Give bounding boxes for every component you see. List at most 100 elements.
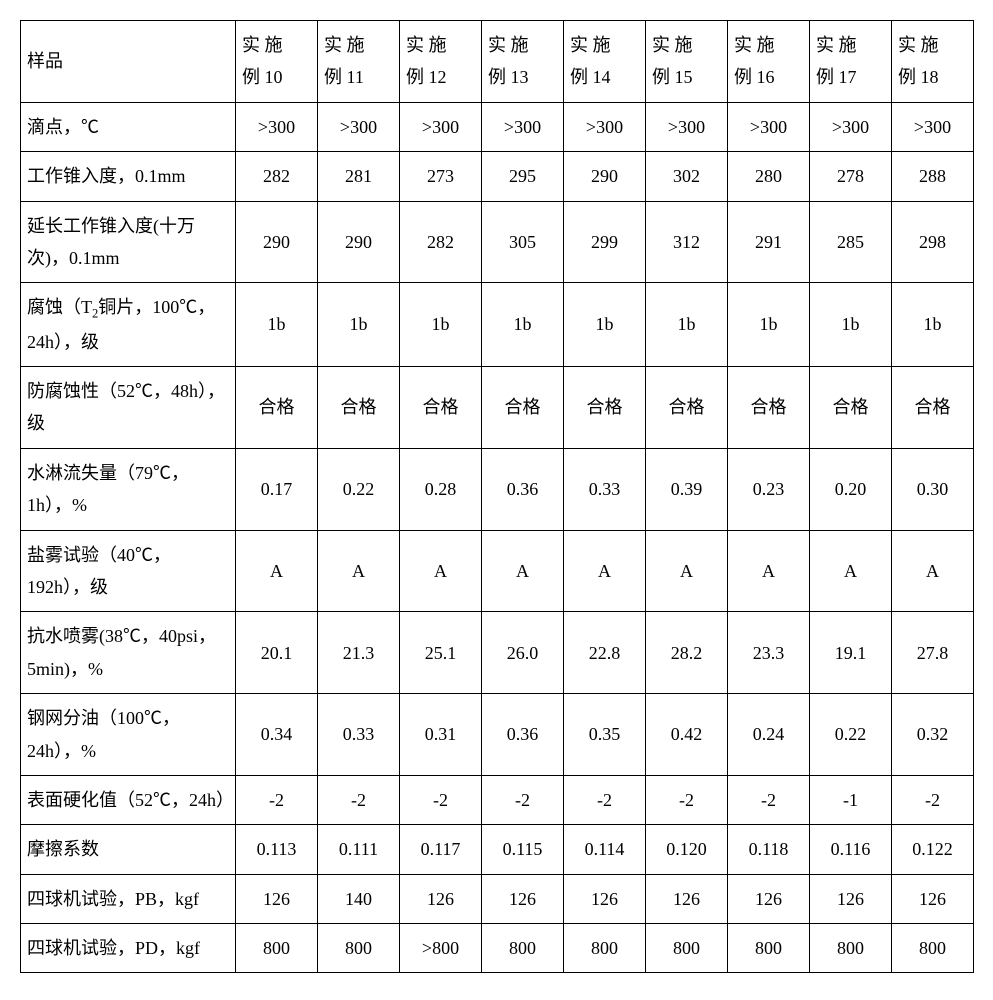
column-header-line1: 实 施	[652, 35, 693, 55]
data-cell: >300	[564, 102, 646, 151]
column-header-line1: 实 施	[898, 35, 939, 55]
data-cell: 1b	[564, 283, 646, 367]
data-cell: 800	[810, 924, 892, 973]
column-header-line2: 例 12	[406, 67, 447, 87]
data-cell: 合格	[318, 366, 400, 448]
data-cell: A	[810, 530, 892, 612]
table-body: 样品实 施例 10实 施例 11实 施例 12实 施例 13实 施例 14实 施…	[21, 21, 974, 973]
data-cell: 291	[728, 201, 810, 283]
data-cell: -2	[646, 775, 728, 824]
data-cell: 295	[482, 152, 564, 201]
table-row: 盐雾试验（40℃，192h），级AAAAAAAAA	[21, 530, 974, 612]
column-header-line1: 实 施	[734, 35, 775, 55]
table-row: 抗水喷雾(38℃，40psi，5min)，%20.121.325.126.022…	[21, 612, 974, 694]
data-cell: 0.116	[810, 825, 892, 874]
data-cell: 290	[318, 201, 400, 283]
row-label: 滴点，℃	[21, 102, 236, 151]
row-label: 摩擦系数	[21, 825, 236, 874]
data-cell: A	[236, 530, 318, 612]
data-cell: 0.30	[892, 448, 974, 530]
data-cell: >300	[236, 102, 318, 151]
column-header: 实 施例 18	[892, 21, 974, 103]
data-cell: 0.114	[564, 825, 646, 874]
data-cell: 126	[400, 874, 482, 923]
data-cell: 302	[646, 152, 728, 201]
data-cell: 126	[728, 874, 810, 923]
data-cell: 0.120	[646, 825, 728, 874]
data-cell: 合格	[892, 366, 974, 448]
data-cell: 合格	[482, 366, 564, 448]
data-cell: >800	[400, 924, 482, 973]
data-cell: 0.33	[318, 694, 400, 776]
column-header-line2: 例 11	[324, 67, 364, 87]
data-cell: >300	[318, 102, 400, 151]
column-header: 实 施例 11	[318, 21, 400, 103]
column-header: 实 施例 15	[646, 21, 728, 103]
data-cell: 合格	[236, 366, 318, 448]
column-header-line2: 例 14	[570, 67, 611, 87]
row-label: 四球机试验，PB，kgf	[21, 874, 236, 923]
column-header-line2: 例 15	[652, 67, 693, 87]
column-header: 实 施例 17	[810, 21, 892, 103]
data-cell: -2	[482, 775, 564, 824]
data-cell: 0.118	[728, 825, 810, 874]
column-header-line1: 实 施	[570, 35, 611, 55]
data-cell: 19.1	[810, 612, 892, 694]
data-cell: 合格	[564, 366, 646, 448]
table-row: 滴点，℃>300>300>300>300>300>300>300>300>300	[21, 102, 974, 151]
data-cell: 0.17	[236, 448, 318, 530]
data-cell: >300	[810, 102, 892, 151]
table-row: 工作锥入度，0.1mm282281273295290302280278288	[21, 152, 974, 201]
data-cell: 281	[318, 152, 400, 201]
row-label: 腐蚀（T2铜片，100℃，24h），级	[21, 283, 236, 367]
data-cell: 282	[400, 201, 482, 283]
data-cell: 0.115	[482, 825, 564, 874]
data-cell: 1b	[318, 283, 400, 367]
data-cell: 273	[400, 152, 482, 201]
data-cell: 0.117	[400, 825, 482, 874]
row-label: 防腐蚀性（52℃，48h），级	[21, 366, 236, 448]
column-header: 实 施例 10	[236, 21, 318, 103]
data-cell: 25.1	[400, 612, 482, 694]
column-header-line2: 例 16	[734, 67, 775, 87]
data-cell: 0.42	[646, 694, 728, 776]
data-cell: >300	[400, 102, 482, 151]
data-cell: 800	[236, 924, 318, 973]
data-cell: -2	[318, 775, 400, 824]
data-cell: 1b	[892, 283, 974, 367]
data-cell: A	[646, 530, 728, 612]
column-header-line2: 例 18	[898, 67, 939, 87]
data-cell: 285	[810, 201, 892, 283]
data-cell: 0.28	[400, 448, 482, 530]
data-cell: -2	[728, 775, 810, 824]
data-cell: 0.35	[564, 694, 646, 776]
data-table: 样品实 施例 10实 施例 11实 施例 12实 施例 13实 施例 14实 施…	[20, 20, 974, 973]
row-label: 工作锥入度，0.1mm	[21, 152, 236, 201]
data-cell: 800	[318, 924, 400, 973]
data-cell: A	[564, 530, 646, 612]
table-row: 水淋流失量（79℃，1h），%0.170.220.280.360.330.390…	[21, 448, 974, 530]
data-cell: 282	[236, 152, 318, 201]
data-cell: 305	[482, 201, 564, 283]
data-cell: 0.24	[728, 694, 810, 776]
data-cell: 140	[318, 874, 400, 923]
column-header-line1: 实 施	[242, 35, 283, 55]
table-row: 四球机试验，PB，kgf126140126126126126126126126	[21, 874, 974, 923]
row-label: 表面硬化值（52℃，24h）	[21, 775, 236, 824]
data-cell: -2	[236, 775, 318, 824]
data-cell: >300	[728, 102, 810, 151]
table-row: 腐蚀（T2铜片，100℃，24h），级1b1b1b1b1b1b1b1b1b	[21, 283, 974, 367]
column-header-line2: 例 13	[488, 67, 529, 87]
data-cell: 23.3	[728, 612, 810, 694]
data-cell: 0.122	[892, 825, 974, 874]
data-cell: A	[318, 530, 400, 612]
data-cell: 0.39	[646, 448, 728, 530]
column-header-line1: 实 施	[324, 35, 365, 55]
data-cell: 126	[482, 874, 564, 923]
table-row: 钢网分油（100℃，24h），%0.340.330.310.360.350.42…	[21, 694, 974, 776]
column-header-line2: 例 17	[816, 67, 857, 87]
data-cell: -1	[810, 775, 892, 824]
data-cell: 126	[564, 874, 646, 923]
data-cell: A	[892, 530, 974, 612]
data-cell: 1b	[482, 283, 564, 367]
